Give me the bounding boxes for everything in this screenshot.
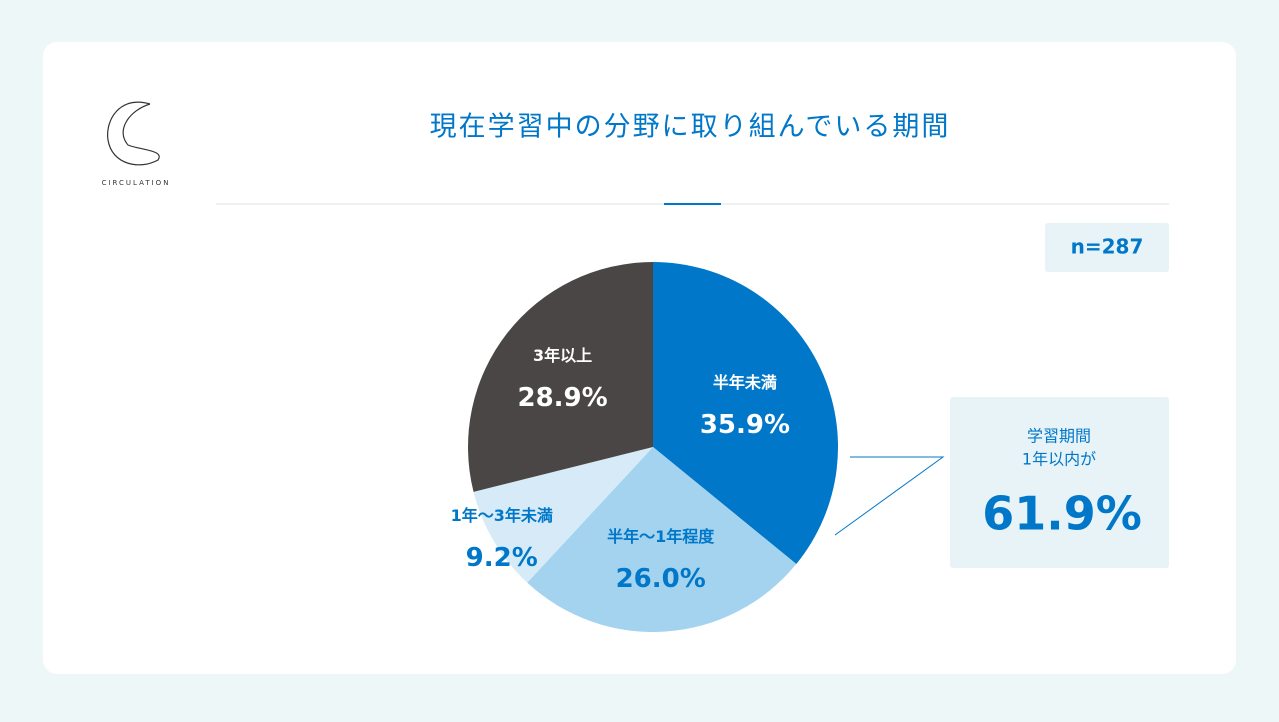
pie-slice: [653, 262, 839, 565]
callout-line: 学習期間: [1027, 427, 1091, 446]
slice-category: 1年〜3年未満: [451, 506, 553, 525]
callout-box: [950, 397, 1169, 568]
logo-text: CIRCULATION: [102, 179, 171, 187]
callout-line: 1年以内が: [1022, 450, 1096, 469]
pie-slice: [468, 262, 653, 492]
sample-box: [1045, 223, 1169, 272]
slice-value-label: 28.9%: [517, 383, 607, 413]
logo-mark: [107, 101, 160, 166]
pie-slice: [527, 447, 797, 633]
slice-category: 半年未満: [713, 373, 777, 392]
pie-slice: [473, 447, 653, 583]
slice-value-label: 9.2%: [466, 543, 538, 573]
chart-title: 現在学習中の分野に取り組んでいる期間: [430, 112, 951, 143]
slice-category: 半年〜1年程度: [607, 527, 715, 546]
slice-category: 3年以上: [533, 346, 592, 365]
slice-value-label: 26.0%: [616, 564, 706, 594]
sample-size: n=287: [1071, 235, 1144, 259]
callout-value: 61.9%: [982, 487, 1142, 541]
slice-value-label: 35.9%: [700, 410, 790, 440]
callout-connector: [834, 456, 945, 536]
